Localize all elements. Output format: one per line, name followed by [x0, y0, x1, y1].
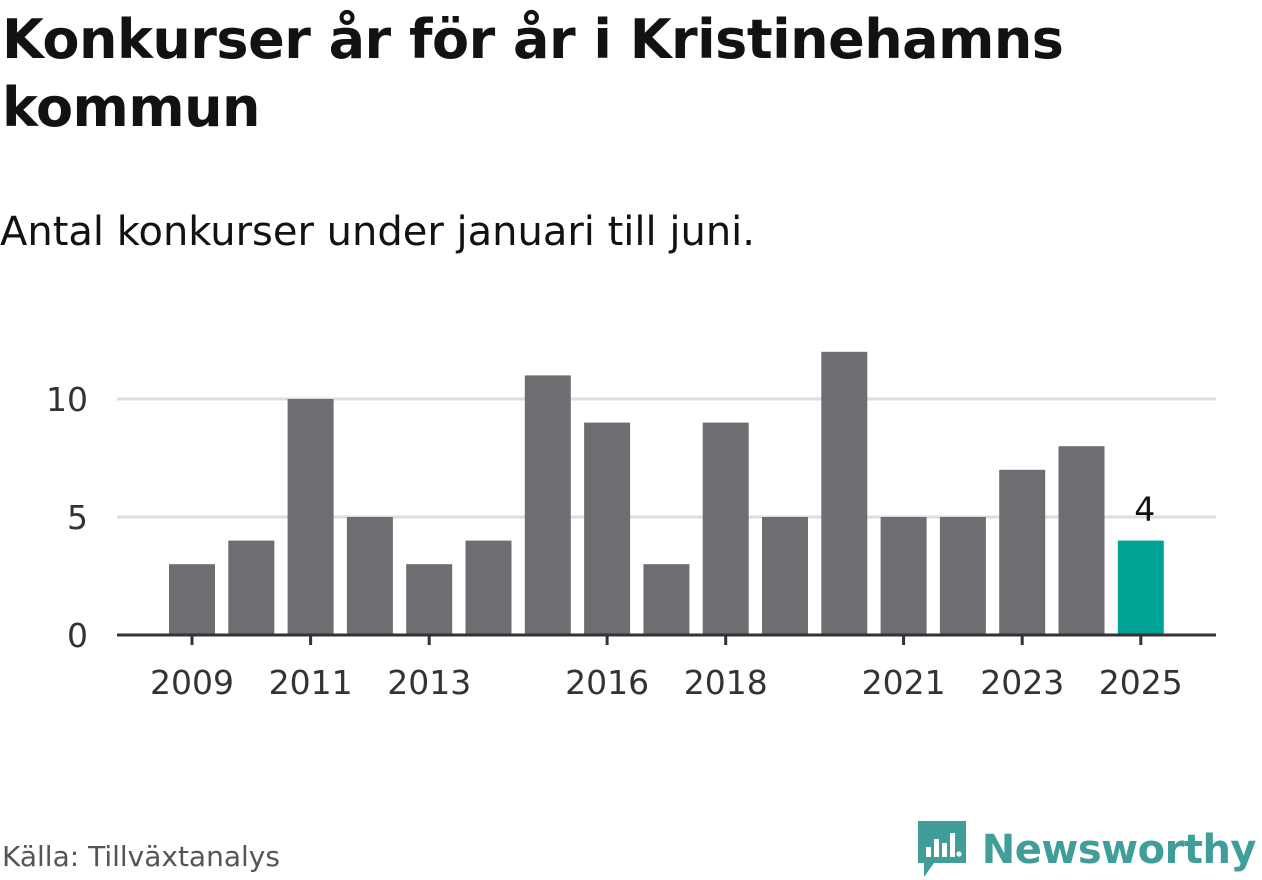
bar-2017	[643, 564, 690, 635]
bar-2022	[939, 517, 986, 635]
bar-2025	[1117, 540, 1164, 635]
bar-2014	[465, 540, 512, 635]
x-tick-label-2023: 2023	[980, 663, 1064, 702]
brand-name: Newsworthy	[981, 827, 1257, 873]
bar-2018	[702, 422, 749, 635]
x-tick-label-2018: 2018	[684, 663, 768, 702]
bar-2019	[762, 517, 808, 635]
bar-2011	[287, 399, 334, 635]
chart-subtitle: Antal konkurser under januari till juni.	[0, 209, 755, 255]
y-tick-label-10: 10	[46, 380, 88, 419]
bar-chart: 0 5 10 4 2009 2011 2013 2016 2018 2021 2023 2025	[46, 351, 1216, 702]
x-tick-label-2021: 2021	[862, 663, 946, 702]
chart-title: Konkurser år för år i Kristinehamns komm…	[2, 8, 1064, 139]
bar-2009	[169, 564, 215, 635]
x-tick-label-2016: 2016	[565, 663, 649, 702]
newsworthy-logo-icon	[917, 821, 966, 877]
x-tick-label-2013: 2013	[387, 663, 471, 702]
y-tick-label-5: 5	[67, 498, 88, 537]
bar-2010	[228, 540, 275, 635]
bar-2024	[1058, 446, 1105, 635]
bar-2023	[999, 469, 1046, 635]
x-tick-label-2025: 2025	[1099, 663, 1183, 702]
bar-2012	[346, 517, 393, 635]
source-note: Källa: Tillväxtanalys	[2, 840, 280, 873]
bar-2015	[524, 375, 571, 635]
newsworthy-logo: Newsworthy	[917, 820, 1257, 880]
x-tick-label-2011: 2011	[269, 663, 353, 702]
y-tick-label-0: 0	[67, 616, 88, 655]
bar-2013	[406, 564, 453, 635]
data-label-2025: 4	[1134, 490, 1155, 529]
x-tick-label-2009: 2009	[150, 663, 234, 702]
bar-2021	[880, 517, 927, 635]
bar-2020	[821, 351, 868, 635]
bar-2016	[584, 422, 631, 635]
